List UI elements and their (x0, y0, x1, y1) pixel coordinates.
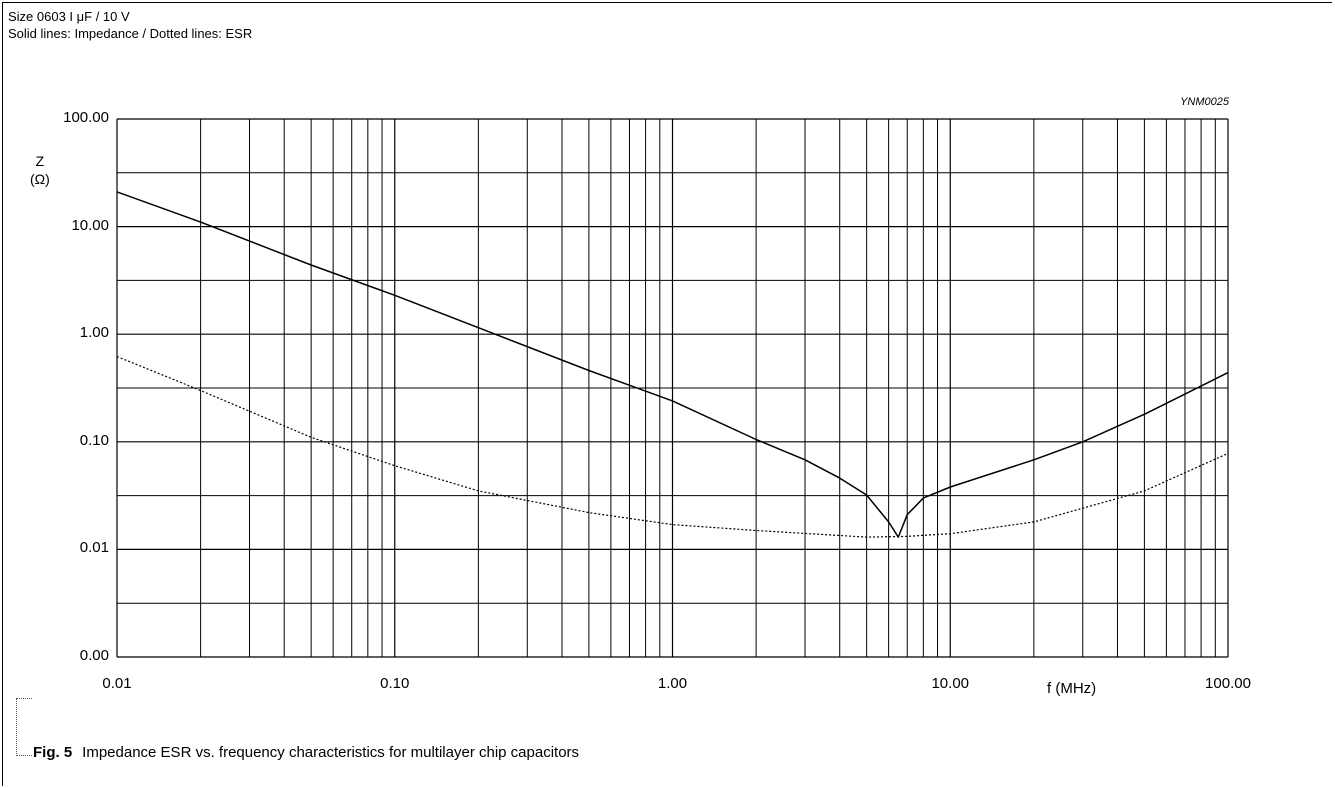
series-line-impedance (116, 191, 1229, 538)
y-tick-label: 0.10 (79, 431, 109, 449)
figure-code: YNM0025 (1180, 96, 1229, 108)
series-line-esr (116, 355, 1229, 538)
y-axis-unit: (Ω) (30, 171, 50, 187)
header-line-size: Size 0603 I μF / 10 V (8, 9, 130, 24)
y-axis-symbol: Z (35, 153, 45, 169)
chart-series (116, 191, 1229, 538)
y-tick-label: 10.00 (71, 216, 109, 234)
y-axis-label: Z (Ω) (30, 152, 50, 188)
figure-header: Size 0603 I μF / 10 V Solid lines: Imped… (8, 8, 252, 42)
caption-bracket (16, 698, 32, 756)
x-tick-label: 10.00 (931, 675, 970, 692)
header-line-legend: Solid lines: Impedance / Dotted lines: E… (8, 26, 253, 41)
y-tick-label: 100.00 (63, 109, 109, 126)
x-tick-label: 1.00 (657, 675, 688, 692)
x-axis-label: f (MHz) (1047, 680, 1097, 697)
y-tick-label: 1.00 (79, 324, 109, 342)
x-tick-label: 0.01 (102, 675, 132, 692)
x-tick-label: 100.00 (1205, 675, 1251, 692)
x-tick-label: 0.10 (380, 675, 410, 692)
chart-grid (116, 118, 1229, 658)
y-tick-label: 0.00 (79, 647, 109, 664)
y-tick-label: 0.01 (79, 539, 109, 557)
caption-label: Fig. 5 (33, 744, 73, 761)
figure-caption: Fig. 5 Impedance ESR vs. frequency charac… (33, 744, 579, 761)
caption-text: Impedance ESR vs. frequency characterist… (82, 744, 580, 761)
